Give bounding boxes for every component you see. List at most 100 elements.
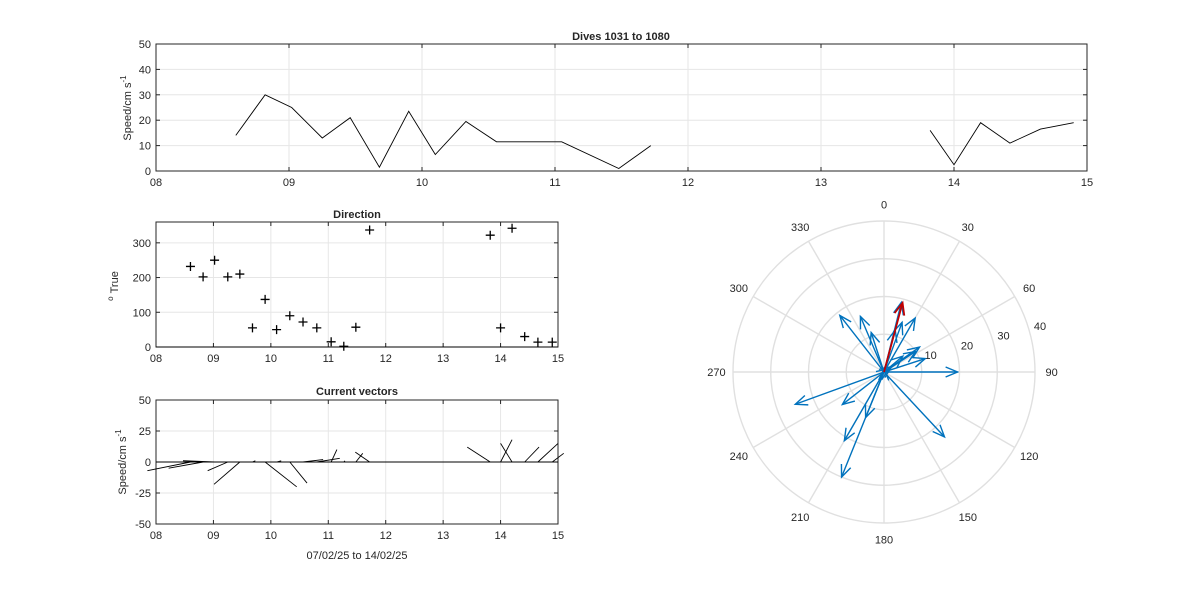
vectors-panel: Current vectors Speed/cm s-1 07/02/25 to… <box>114 386 564 562</box>
polar-arrow <box>883 371 946 438</box>
polar-radius-label: 10 <box>924 350 936 362</box>
y-tick-label: 50 <box>139 39 151 51</box>
polar-radius-label: 40 <box>1034 321 1046 333</box>
polar-radius-label: 30 <box>997 331 1009 343</box>
y-tick-label: 20 <box>139 115 151 127</box>
polar-angle-label: 120 <box>1020 451 1038 463</box>
direction-point <box>298 317 308 327</box>
x-tick-label: 11 <box>549 177 560 189</box>
speed-ylabel: Speed/cm s-1 <box>119 75 134 141</box>
direction-point <box>312 323 322 333</box>
polar-arrow-head <box>906 346 922 359</box>
polar-arrow-head <box>932 424 946 439</box>
x-tick-label: 12 <box>380 530 392 542</box>
x-tick-label: 13 <box>437 530 449 542</box>
current-vector <box>500 443 513 463</box>
polar-angle-label: 330 <box>791 222 809 234</box>
current-vector <box>537 443 559 463</box>
current-vector <box>276 460 282 463</box>
current-vector <box>467 446 491 463</box>
polar-angle-label: 0 <box>881 199 887 211</box>
speed-series-line <box>235 94 652 170</box>
y-tick-label: 0 <box>145 457 151 469</box>
y-tick-label: -25 <box>135 488 151 500</box>
polar-arrow-head <box>945 366 960 378</box>
polar-arrow-head <box>838 314 852 329</box>
x-tick-label: 15 <box>552 530 564 542</box>
polar-arrow <box>883 317 916 373</box>
direction-point <box>326 337 336 347</box>
x-tick-label: 09 <box>283 177 295 189</box>
polar-angle-label: 210 <box>791 512 809 524</box>
polar-arrow-head <box>902 350 918 363</box>
polar-arrow <box>839 315 885 373</box>
current-vector <box>355 453 364 463</box>
polar-arrow <box>859 316 885 373</box>
polar-arrow-head <box>864 404 876 420</box>
polar-mean-arrow <box>883 302 904 373</box>
polar-arrow <box>841 371 885 406</box>
x-tick-label: 13 <box>815 177 827 189</box>
current-vector <box>355 451 370 463</box>
polar-arrow-head <box>843 427 856 443</box>
direction-point <box>339 341 349 351</box>
x-tick-label: 14 <box>948 177 960 189</box>
polar-arrow-head <box>859 314 871 330</box>
current-vector <box>264 461 297 488</box>
x-tick-label: 09 <box>207 530 219 542</box>
x-tick-label: 12 <box>380 353 392 365</box>
polar-angle-label: 150 <box>959 512 977 524</box>
direction-point <box>260 294 270 304</box>
polar-arrow-head <box>904 316 917 332</box>
current-vector <box>182 460 215 463</box>
direction-point <box>520 332 530 342</box>
polar-ring <box>807 295 961 449</box>
polar-arrow <box>870 332 885 373</box>
axes-box <box>155 43 1088 172</box>
direction-point <box>533 337 543 347</box>
direction-point <box>285 311 295 321</box>
x-tick-label: 10 <box>265 353 277 365</box>
polar-arrow <box>795 371 885 405</box>
current-vector <box>524 446 540 463</box>
x-tick-label: 10 <box>265 530 277 542</box>
y-tick-label: 100 <box>133 307 151 319</box>
x-tick-label: 08 <box>150 530 162 542</box>
vectors-title: Current vectors <box>316 386 398 398</box>
x-tick-label: 10 <box>416 177 428 189</box>
x-tick-label: 08 <box>150 353 162 365</box>
current-vector <box>252 460 256 463</box>
direction-point <box>351 322 361 332</box>
current-vector <box>500 439 513 463</box>
direction-point <box>496 323 506 333</box>
current-vector <box>330 449 338 463</box>
current-vector <box>551 452 565 463</box>
x-tick-label: 15 <box>1081 177 1093 189</box>
direction-point <box>235 269 245 279</box>
direction-point <box>507 223 517 233</box>
speed-title: Dives 1031 to 1080 <box>572 31 670 43</box>
direction-point <box>210 255 220 265</box>
polar-angle-label: 60 <box>1023 283 1035 295</box>
polar-angle-label: 300 <box>730 283 748 295</box>
x-tick-label: 14 <box>494 353 506 365</box>
speed-panel: Dives 1031 to 1080 Speed/cm s-1 08 09 10 11… <box>119 31 1093 189</box>
polar-angle-label: 240 <box>730 451 748 463</box>
current-vector <box>302 459 324 463</box>
polar-arrow <box>883 357 926 373</box>
y-tick-label: 30 <box>139 90 151 102</box>
x-tick-label: 12 <box>682 177 694 189</box>
direction-point <box>198 272 208 282</box>
x-tick-label: 15 <box>552 353 564 365</box>
current-vector <box>343 460 346 463</box>
polar-arrow <box>843 371 885 442</box>
y-tick-label: 300 <box>133 238 151 250</box>
direction-point <box>547 337 557 347</box>
y-tick-label: 10 <box>139 141 151 153</box>
polar-arrow <box>864 371 885 418</box>
polar-angle-label: 180 <box>875 535 893 547</box>
direction-point <box>185 261 195 271</box>
direction-title: Direction <box>333 209 381 221</box>
polar-angle-label: 270 <box>707 367 725 379</box>
